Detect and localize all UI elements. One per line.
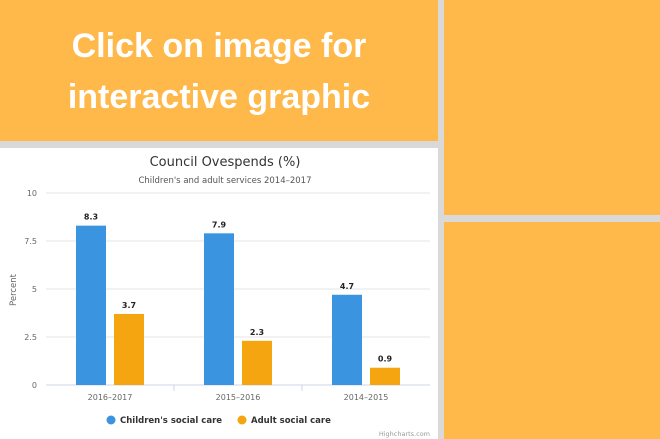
bar-adult-social-care[interactable] <box>370 367 400 385</box>
legend-item-childrens-social-care[interactable]: Children's social care <box>106 415 223 427</box>
data-label: 0.9 <box>378 355 393 364</box>
x-tick-label: 2015–2016 <box>216 393 261 402</box>
grid-lines <box>46 192 430 338</box>
legend[interactable]: Children's social care Adult social care <box>106 415 332 427</box>
legend-label: Adult social care <box>251 416 331 426</box>
data-label: 8.3 <box>84 213 98 222</box>
y-tick-label: 2.5 <box>24 333 37 342</box>
y-tick-label: 0 <box>32 381 37 390</box>
y-tick-label: 10 <box>27 189 37 198</box>
decorative-tile-bottom <box>444 222 660 439</box>
banner-text-line-2: interactive graphic <box>67 78 371 116</box>
data-label: 3.7 <box>122 301 136 310</box>
y-axis-ticks: 0 2.5 5 7.5 10 <box>24 189 37 390</box>
chart-title: Council Ovespends (%) <box>150 155 301 170</box>
bar-childrens-social-care[interactable] <box>76 225 106 385</box>
data-label: 4.7 <box>340 282 354 291</box>
data-label: 7.9 <box>212 220 227 229</box>
bar-childrens-social-care[interactable] <box>204 233 234 385</box>
credits-text[interactable]: Highcharts.com <box>379 430 430 438</box>
banner-text-line-1: Click on image for <box>71 27 367 65</box>
bar-childrens-social-care[interactable] <box>332 294 362 385</box>
bar-adult-social-care[interactable] <box>242 340 272 385</box>
bars <box>76 225 400 385</box>
y-axis-title: Percent <box>9 273 19 306</box>
data-label: 2.3 <box>250 328 264 337</box>
legend-marker-icon <box>106 415 116 425</box>
x-tick-label: 2016–2017 <box>88 393 133 402</box>
y-tick-label: 7.5 <box>24 237 37 246</box>
bar-chart: Council Ovespends (%) Children's and adu… <box>9 155 430 438</box>
bar-adult-social-care[interactable] <box>114 313 144 385</box>
legend-label: Children's social care <box>120 416 222 426</box>
banner[interactable]: Click on image for interactive graphic <box>0 0 438 141</box>
x-tick-label: 2014–2015 <box>344 393 389 402</box>
legend-item-adult-social-care[interactable]: Adult social care <box>237 415 332 427</box>
data-labels: 8.3 7.9 4.7 3.7 2.3 0.9 <box>84 213 393 364</box>
chart-subtitle: Children's and adult services 2014–2017 <box>138 176 311 186</box>
y-tick-label: 5 <box>32 285 37 294</box>
chart-card[interactable]: Council Ovespends (%) Children's and adu… <box>0 148 438 439</box>
decorative-tile-top <box>444 0 660 215</box>
x-axis-ticks: 2016–2017 2015–2016 2014–2015 <box>88 385 389 402</box>
legend-marker-icon <box>237 415 247 425</box>
